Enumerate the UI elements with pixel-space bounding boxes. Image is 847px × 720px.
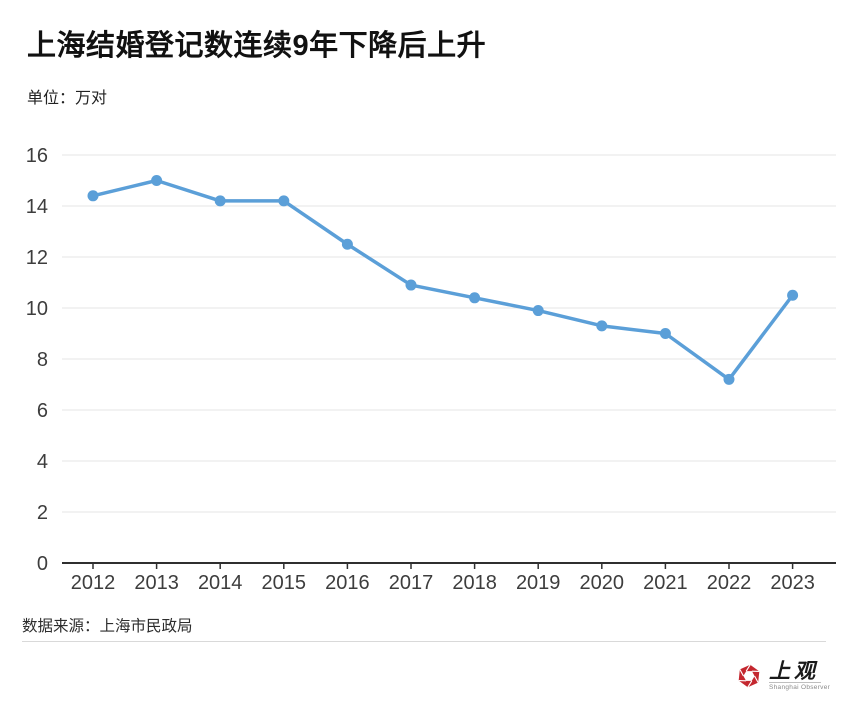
y-tick-label: 2 [37, 502, 48, 524]
y-tick-label: 8 [37, 349, 48, 371]
data-point [596, 320, 608, 332]
data-point [341, 238, 353, 250]
publisher-logo: 上观 Shanghai Observer [736, 658, 831, 691]
x-tick-label: 2019 [516, 572, 561, 594]
x-tick-label: 2023 [770, 572, 815, 594]
x-tick-label: 2020 [580, 572, 625, 594]
x-tick-label: 2021 [643, 572, 688, 594]
data-point [151, 175, 163, 186]
x-tick-label: 2012 [71, 572, 116, 594]
footer-divider [22, 641, 826, 642]
x-tick-label: 2022 [707, 572, 752, 594]
y-tick-label: 10 [26, 298, 48, 320]
line-chart: 0 2 4 6 8 10 12 14 16 2012 2013 2014 2015 2016 2017 201… [26, 145, 836, 594]
logo-text: 上观 Shanghai Observer [769, 658, 831, 691]
data-point [278, 195, 290, 207]
y-tick-label: 12 [26, 247, 48, 269]
y-tick-label: 6 [37, 400, 48, 422]
unit-label: 单位：万对 [27, 90, 108, 107]
x-tick-label: 2017 [389, 572, 434, 594]
data-point [87, 190, 99, 202]
y-tick-label: 4 [37, 451, 48, 473]
data-point [532, 305, 544, 317]
data-point [214, 195, 226, 207]
y-tick-label: 0 [37, 553, 48, 575]
logo-subtitle: Shanghai Observer [769, 684, 831, 691]
x-tick-label: 2014 [198, 572, 243, 594]
chart-title: 上海结婚登记数连续9年下降后上升 [27, 30, 487, 62]
y-tick-label: 16 [26, 145, 48, 167]
x-tick-label: 2015 [262, 572, 307, 594]
logo-rule [769, 682, 821, 683]
data-point [405, 279, 417, 291]
data-point [659, 328, 671, 339]
shanghai-observer-logo-icon [738, 664, 760, 688]
data-point [787, 289, 799, 301]
data-line [91, 178, 795, 382]
data-point [723, 373, 735, 385]
x-tick-label: 2018 [452, 572, 497, 594]
x-tick-label: 2016 [325, 572, 370, 594]
logo-name: 上观 [769, 658, 819, 683]
x-tick-label: 2013 [134, 572, 179, 594]
y-tick-label: 14 [26, 196, 48, 218]
data-point [469, 292, 481, 304]
source-note: 数据来源：上海市民政局 [22, 618, 193, 635]
